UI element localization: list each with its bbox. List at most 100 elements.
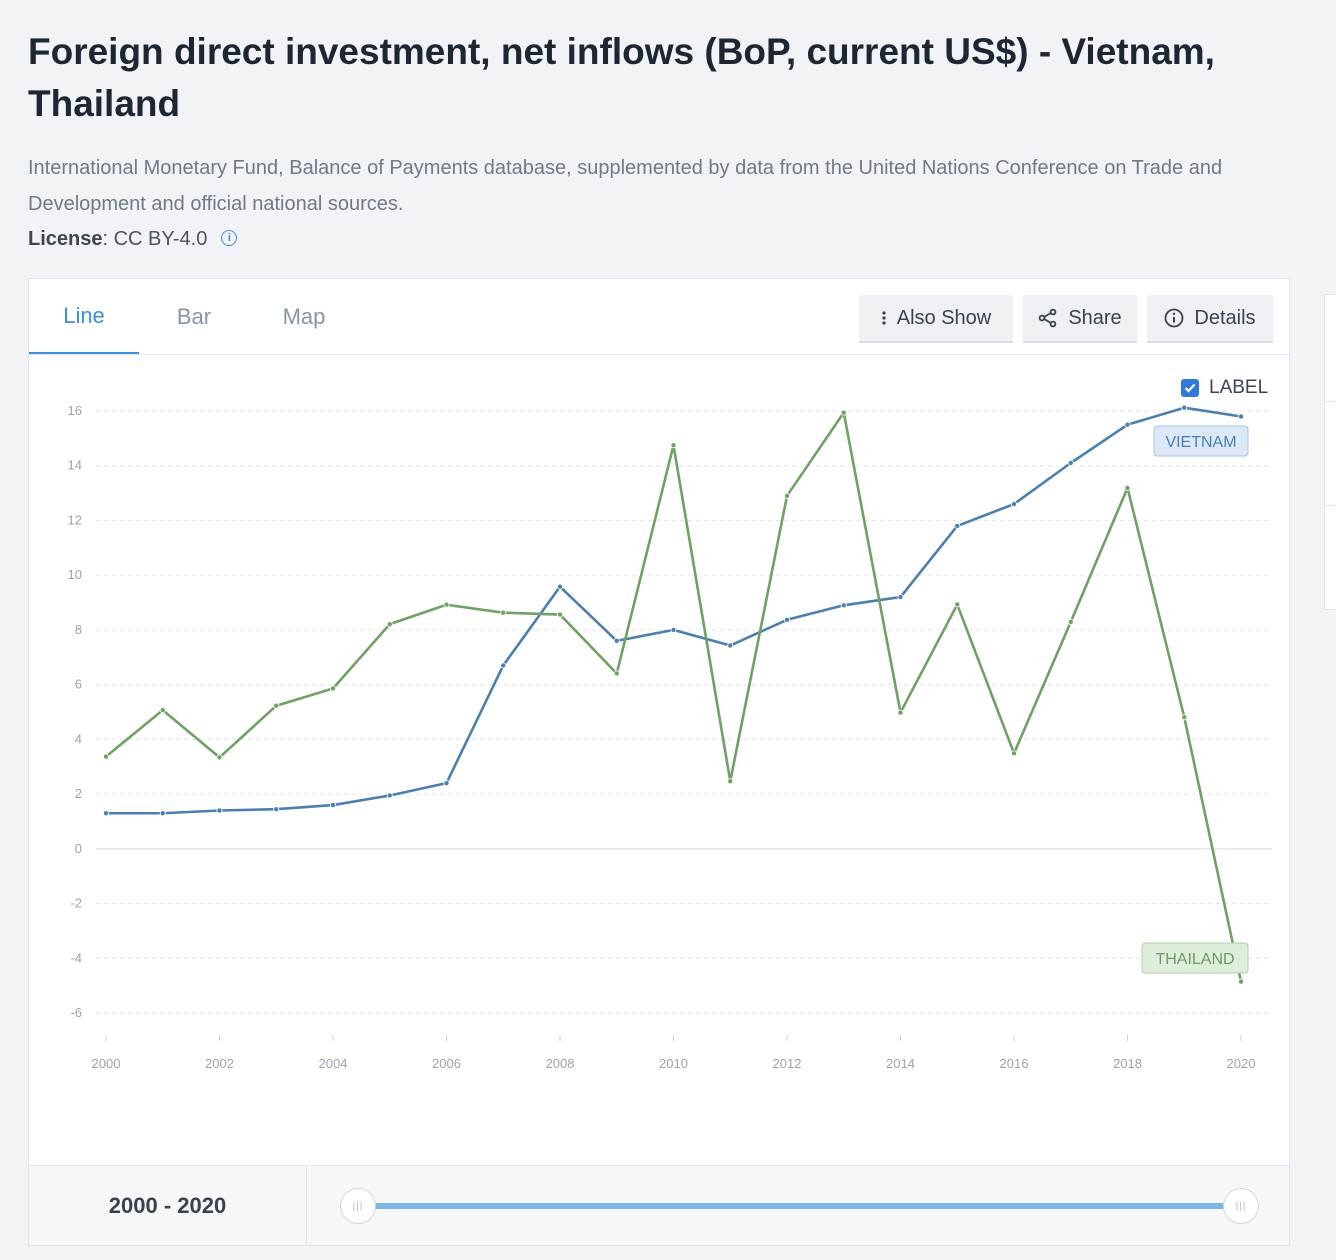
data-point-thailand [784, 492, 791, 499]
tab-line[interactable]: Line [29, 279, 139, 355]
x-tick-label: 2012 [773, 1056, 802, 1071]
data-point-vietnam [1181, 404, 1188, 411]
data-point-vietnam [443, 780, 450, 787]
data-point-vietnam [273, 806, 280, 813]
more-vertical-icon [881, 310, 887, 326]
range-label: 2000 - 2020 [29, 1166, 307, 1246]
data-point-thailand [670, 442, 677, 449]
x-tick-label: 2004 [319, 1056, 348, 1071]
data-point-vietnam [1011, 501, 1018, 508]
range-end-handle[interactable]: ||| [1223, 1188, 1259, 1224]
data-point-vietnam [386, 792, 393, 799]
share-button[interactable]: Share [1023, 295, 1137, 343]
x-tick-label: 2008 [546, 1056, 575, 1071]
license: License : CC BY-4.0 i [28, 228, 238, 251]
tab-divider [29, 354, 1289, 355]
data-point-thailand [613, 670, 620, 677]
data-point-thailand [897, 709, 904, 716]
data-point-thailand [1238, 978, 1245, 985]
x-tick-label: 2020 [1227, 1056, 1256, 1071]
x-tick-label: 2006 [432, 1056, 461, 1071]
checkbox-checked-icon[interactable] [1181, 379, 1199, 397]
details-button[interactable]: Details [1147, 295, 1273, 343]
chart-panel: Line Bar Map Also Show Share Details LAB… [28, 278, 1290, 1246]
data-point-thailand [103, 753, 110, 760]
also-show-button[interactable]: Also Show [859, 295, 1013, 343]
info-icon[interactable]: i [221, 229, 238, 246]
data-point-thailand [1124, 484, 1131, 491]
data-point-thailand [1067, 618, 1074, 625]
y-tick-label: -4 [70, 950, 82, 965]
data-point-vietnam [954, 522, 961, 529]
series-label-box [1141, 942, 1249, 974]
data-point-vietnam [727, 642, 734, 649]
data-point-thailand [1011, 750, 1018, 757]
range-start-handle[interactable]: ||| [340, 1188, 376, 1224]
data-point-thailand [557, 611, 564, 618]
y-tick-label: 14 [68, 458, 82, 473]
source-note: International Monetary Fund, Balance of … [28, 157, 1223, 215]
y-tick-label: 10 [68, 567, 82, 582]
details-label: Details [1194, 306, 1256, 329]
data-point-vietnam [500, 662, 507, 669]
side-panel-edge [1324, 294, 1336, 610]
data-point-thailand [1181, 714, 1188, 721]
series-line-vietnam [106, 406, 1242, 815]
data-point-vietnam [216, 807, 223, 814]
tab-bar[interactable]: Bar [176, 304, 212, 329]
page-title: Foreign direct investment, net inflows (… [28, 31, 1215, 124]
data-point-vietnam [840, 602, 847, 609]
data-point-vietnam [613, 637, 620, 644]
data-point-vietnam [1124, 421, 1131, 428]
data-point-vietnam [1238, 413, 1245, 420]
data-point-vietnam [897, 594, 904, 601]
data-point-thailand [216, 754, 223, 761]
data-point-thailand [500, 609, 507, 616]
share-label: Share [1068, 306, 1122, 329]
y-tick-label: 4 [75, 731, 82, 746]
y-tick-label: -2 [70, 896, 82, 911]
data-point-thailand [386, 621, 393, 628]
label-toggle[interactable]: LABEL [1181, 377, 1268, 399]
x-tick-label: 2016 [1000, 1056, 1029, 1071]
chart-tabs: Line Bar Map [29, 279, 359, 355]
data-point-thailand [840, 409, 847, 416]
tab-map[interactable]: Map [282, 304, 326, 329]
x-tick-label: 2010 [659, 1056, 688, 1071]
data-point-thailand [443, 601, 450, 608]
x-tick-label: 2014 [886, 1056, 915, 1071]
x-tick-label: 2002 [205, 1056, 234, 1071]
data-point-vietnam [1067, 459, 1074, 466]
data-point-vietnam [557, 583, 564, 590]
data-point-vietnam [159, 810, 166, 817]
y-tick-label: -6 [70, 1005, 82, 1020]
data-point-thailand [329, 685, 336, 692]
series-end-label: THAILAND [1155, 951, 1234, 968]
data-point-vietnam [329, 802, 336, 809]
x-tick-label: 2018 [1113, 1056, 1142, 1071]
info-icon [1164, 308, 1184, 328]
data-point-vietnam [670, 626, 677, 633]
y-tick-label: 0 [75, 841, 82, 856]
x-tick-label: 2000 [92, 1056, 121, 1071]
y-tick-label: 2 [75, 786, 82, 801]
data-point-vietnam [103, 810, 110, 817]
data-point-thailand [273, 702, 280, 709]
license-label: License [28, 228, 103, 250]
series-line-thailand [105, 411, 1243, 982]
y-tick-label: 8 [75, 622, 82, 637]
data-point-vietnam [784, 616, 791, 623]
series-label-box [1153, 425, 1249, 457]
share-icon [1038, 308, 1058, 328]
data-point-thailand [954, 601, 961, 608]
data-point-thailand [727, 778, 734, 785]
range-slider-track[interactable] [359, 1203, 1243, 1209]
line-chart: 16 14 12 10 8 6 4 2 0 -2 -4 -6 2000 2002 2004 2006 2008 2… [68, 403, 1272, 1071]
data-point-thailand [159, 707, 166, 714]
series-end-label: VIETNAM [1165, 434, 1236, 451]
label-toggle-text: LABEL [1209, 377, 1269, 398]
also-show-label: Also Show [896, 306, 992, 329]
y-tick-label: 16 [68, 403, 82, 418]
y-tick-label: 12 [68, 512, 82, 527]
y-tick-label: 6 [75, 677, 82, 692]
